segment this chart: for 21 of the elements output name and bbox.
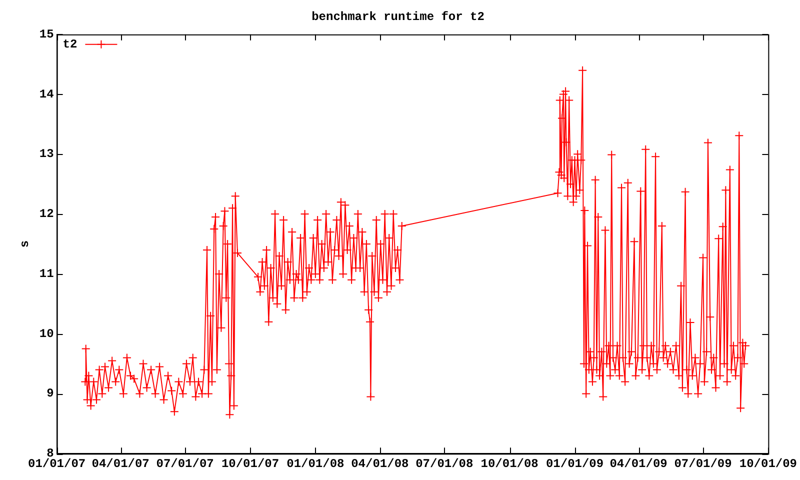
x-tick-label: 04/01/08 [351, 456, 409, 471]
y-tick-label: 15 [39, 27, 54, 42]
x-tick-label: 04/01/07 [92, 456, 150, 471]
legend-label: t2 [62, 37, 78, 52]
x-tick-label: 07/01/07 [156, 456, 214, 471]
x-tick-label: 01/01/08 [286, 456, 344, 471]
y-tick-label: 11 [39, 266, 54, 281]
x-tick-label: 10/01/09 [739, 456, 797, 471]
y-tick-label: 13 [39, 147, 54, 162]
x-tick-label: 04/01/09 [610, 456, 668, 471]
y-tick-label: 9 [46, 386, 54, 401]
y-axis-title: s [18, 240, 32, 248]
y-tick-label: 12 [39, 207, 54, 222]
x-tick-label: 10/01/07 [221, 456, 280, 471]
chart-title: benchmark runtime for t2 [312, 10, 484, 24]
x-tick-label: 10/01/08 [480, 456, 538, 471]
y-tick-label: 14 [39, 87, 54, 102]
x-tick-label: 07/01/09 [674, 456, 732, 471]
y-tick-label: 10 [39, 326, 54, 341]
x-tick-label: 07/01/08 [416, 456, 474, 471]
x-tick-label: 01/01/09 [546, 456, 604, 471]
